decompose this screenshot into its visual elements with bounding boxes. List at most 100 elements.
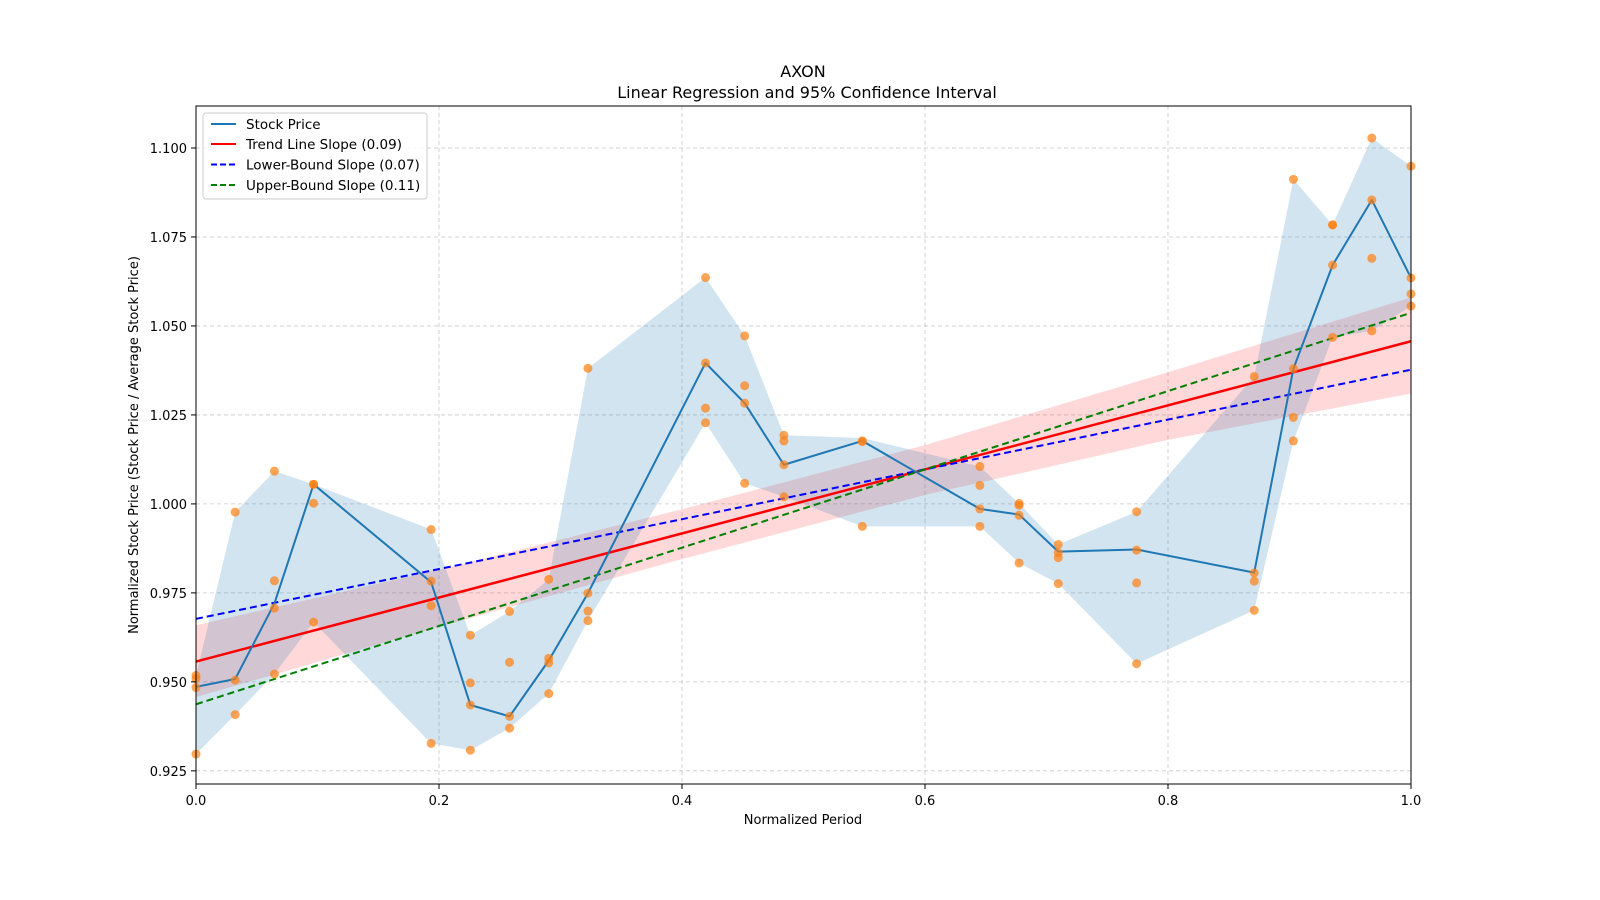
scatter-point: [583, 616, 593, 626]
scatter-point: [426, 576, 436, 586]
scatter-point: [465, 630, 475, 640]
x-tick-label: 0.0: [186, 794, 207, 809]
scatter-point: [740, 398, 750, 408]
regression-lines: [195, 311, 1412, 706]
scatter-point: [426, 525, 436, 535]
scatter-point: [269, 576, 279, 586]
scatter-point: [1132, 578, 1142, 588]
scatter-point: [701, 358, 711, 368]
scatter-point: [1249, 576, 1259, 586]
scatter-point: [465, 700, 475, 710]
scatter-point: [1367, 195, 1377, 205]
scatter-point: [309, 479, 319, 489]
scatter-point: [975, 480, 985, 490]
scatter-point: [1288, 436, 1298, 446]
scatter-point: [505, 723, 515, 733]
scatter-point: [583, 606, 593, 616]
x-tick-label: 0.4: [672, 794, 693, 809]
scatter-point: [1288, 412, 1298, 422]
scatter-point: [857, 521, 867, 531]
scatter-point: [701, 273, 711, 283]
scatter-point: [465, 745, 475, 755]
scatter-point: [1249, 605, 1259, 615]
scatter-point: [1328, 220, 1338, 230]
lower-bound-line: [195, 368, 1412, 620]
scatter-point: [701, 418, 711, 428]
trend-line: [195, 340, 1412, 663]
scatter-point: [544, 658, 554, 668]
scatter-point: [1053, 579, 1063, 589]
scatter-point: [779, 436, 789, 446]
scatter-point: [426, 738, 436, 748]
trend-confidence-band: [196, 297, 1411, 698]
scatter-point: [975, 504, 985, 514]
scatter-point: [740, 331, 750, 341]
scatter-point: [544, 689, 554, 699]
scatter-point: [505, 657, 515, 667]
scatter-point: [779, 492, 789, 502]
scatter-point: [1132, 659, 1142, 669]
scatter-point: [269, 466, 279, 476]
stock-price-range-band: [196, 138, 1411, 755]
x-axis: 0.0 0.2 0.4 0.6 0.8 1.0: [186, 784, 1421, 809]
stock-price-series: [195, 198, 1412, 718]
y-tick-label: 1.100: [150, 142, 187, 157]
scatter-point: [975, 521, 985, 531]
scatter-point: [583, 588, 593, 598]
scatter-point: [1014, 558, 1024, 568]
y-tick-label: 1.050: [150, 320, 187, 335]
stock-band: [196, 138, 1411, 755]
y-axis: 0.925 0.950 0.975 1.000 1.025 1.050 1.075 1.100: [150, 142, 196, 780]
scatter-point: [1367, 253, 1377, 263]
scatter-point: [309, 498, 319, 508]
scatter-point: [1053, 553, 1063, 563]
x-tick-label: 0.6: [915, 794, 936, 809]
y-tick-label: 1.000: [150, 498, 187, 513]
scatter-point: [701, 403, 711, 413]
scatter-point: [230, 675, 240, 685]
legend-label-upper-bound: Upper-Bound Slope (0.11): [246, 178, 420, 194]
scatter-point: [269, 669, 279, 679]
scatter-point: [1288, 174, 1298, 184]
scatter-point: [779, 460, 789, 470]
scatter-point: [1132, 507, 1142, 517]
legend-label-stock-price: Stock Price: [246, 117, 321, 133]
legend-box: [202, 112, 428, 200]
scatter-point: [1053, 539, 1063, 549]
scatter-point: [975, 462, 985, 472]
scatter-point: [1367, 326, 1377, 336]
legend-label-trend-line: Trend Line Slope (0.09): [245, 137, 402, 153]
scatter-point: [505, 606, 515, 616]
x-tick-label: 0.2: [429, 794, 450, 809]
legend: Stock Price Trend Line Slope (0.09) Lowe…: [202, 112, 428, 200]
scatter-point: [465, 678, 475, 688]
y-tick-label: 0.925: [150, 765, 187, 780]
scatter-point: [1249, 371, 1259, 381]
scatter-point: [230, 507, 240, 517]
upper-bound-line: [195, 311, 1412, 706]
y-tick-label: 1.025: [150, 409, 187, 424]
plot-frame: [195, 105, 1412, 785]
legend-label-lower-bound: Lower-Bound Slope (0.07): [246, 158, 420, 174]
y-axis-label: Normalized Stock Price (Stock Price / Av…: [127, 256, 142, 634]
scatter-point: [1249, 568, 1259, 578]
scatter-point: [740, 381, 750, 391]
chart-subtitle: Linear Regression and 95% Confidence Int…: [617, 83, 997, 102]
scatter-point: [857, 437, 867, 447]
y-tick-label: 0.950: [150, 676, 187, 691]
scatter-point: [1328, 260, 1338, 270]
y-tick-label: 0.975: [150, 587, 187, 602]
stock-price-line: [195, 198, 1412, 718]
trend-ci-band: [196, 297, 1411, 698]
scatter-point: [1328, 332, 1338, 342]
scatter-point: [544, 574, 554, 584]
scatter-point: [505, 711, 515, 721]
scatter-point: [426, 601, 436, 611]
x-axis-label: Normalized Period: [744, 813, 862, 828]
scatter-point: [583, 363, 593, 373]
scatter-point: [1288, 364, 1298, 374]
scatter-point: [1132, 545, 1142, 555]
y-tick-label: 1.075: [150, 231, 187, 246]
scatter-point: [230, 710, 240, 720]
